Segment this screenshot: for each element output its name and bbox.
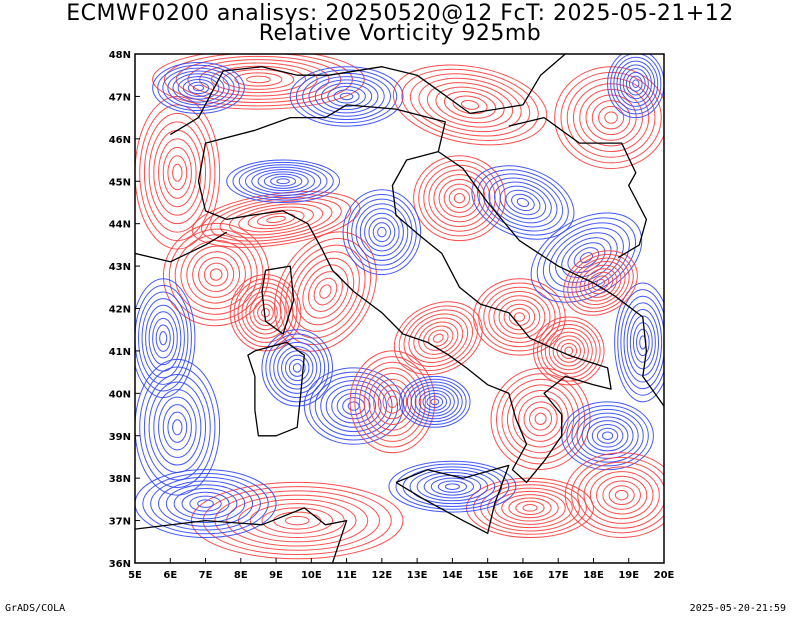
lat-tick-label: 40N bbox=[109, 389, 131, 400]
negative-vorticity-contours bbox=[226, 159, 341, 203]
coastline-borders bbox=[135, 54, 664, 563]
lon-tick-label: 11E bbox=[336, 570, 357, 581]
lon-tick-label: 13E bbox=[407, 570, 428, 581]
lon-tick-label: 6E bbox=[163, 570, 177, 581]
lat-tick-label: 41N bbox=[109, 347, 131, 358]
lon-tick-label: 10E bbox=[301, 570, 322, 581]
negative-vorticity-contours bbox=[399, 375, 471, 428]
coastline-outline bbox=[437, 151, 664, 407]
lat-tick-label: 47N bbox=[109, 92, 131, 103]
positive-vorticity-contours bbox=[533, 316, 605, 386]
coastline-outline bbox=[261, 265, 295, 335]
coastline-outline bbox=[135, 231, 228, 263]
lon-tick-label: 7E bbox=[199, 570, 213, 581]
negative-vorticity-contours bbox=[289, 66, 404, 127]
positive-vorticity-contours bbox=[162, 222, 270, 327]
lat-tick-label: 48N bbox=[109, 50, 131, 61]
negative-vorticity-contours bbox=[135, 358, 221, 496]
map-title-line-1: ECMWF0200 analisys: 20250520@12 FcT: 202… bbox=[66, 1, 734, 26]
positive-vorticity-contours bbox=[563, 250, 638, 316]
lon-tick-label: 18E bbox=[583, 570, 604, 581]
positive-vorticity-contours bbox=[190, 481, 404, 560]
lon-tick-label: 19E bbox=[618, 570, 639, 581]
lon-tick-label: 14E bbox=[442, 570, 463, 581]
lat-tick-label: 39N bbox=[109, 432, 131, 443]
positive-vorticity-contours bbox=[564, 452, 664, 539]
vorticity-contour-field bbox=[135, 54, 664, 563]
negative-vorticity-contours bbox=[614, 282, 664, 403]
lat-tick-label: 44N bbox=[109, 220, 131, 231]
lat-tick-label: 36N bbox=[109, 559, 131, 570]
lon-tick-label: 8E bbox=[234, 570, 248, 581]
coastline-outline bbox=[135, 507, 348, 563]
positive-vorticity-contours bbox=[274, 231, 377, 352]
positive-vorticity-contours bbox=[191, 191, 361, 248]
positive-vorticity-contours bbox=[393, 301, 483, 376]
lon-tick-label: 17E bbox=[548, 570, 569, 581]
lon-tick-label: 15E bbox=[477, 570, 498, 581]
coastline-outline bbox=[197, 104, 612, 484]
lat-tick-label: 42N bbox=[109, 305, 131, 316]
positive-vorticity-contours bbox=[392, 64, 548, 146]
coastline-outline bbox=[395, 464, 510, 534]
negative-vorticity-contours bbox=[388, 460, 517, 513]
negative-vorticity-contours bbox=[135, 469, 277, 539]
lat-tick-label: 46N bbox=[109, 135, 131, 146]
coastline-outline bbox=[247, 341, 305, 437]
lon-tick-label: 20E bbox=[654, 570, 675, 581]
negative-vorticity-contours bbox=[342, 189, 422, 276]
negative-vorticity-contours bbox=[261, 329, 333, 407]
lon-tick-label: 16E bbox=[513, 570, 534, 581]
negative-vorticity-contours bbox=[471, 165, 575, 240]
lon-tick-label: 5E bbox=[128, 570, 142, 581]
footer-software-label: GrADS/COLA bbox=[5, 603, 66, 614]
map-axes: 5E 6E 7E 8E 9E 10E 11E 12E 13E 14E 15E 16E 17E 18E 19E… bbox=[109, 50, 675, 581]
positive-vorticity-contours bbox=[413, 155, 506, 242]
lon-tick-label: 9E bbox=[269, 570, 283, 581]
lat-tick-label: 37N bbox=[109, 517, 131, 528]
lat-tick-label: 38N bbox=[109, 474, 131, 485]
lat-tick-label: 45N bbox=[109, 177, 131, 188]
coastline-outline bbox=[508, 116, 648, 259]
positive-vorticity-contours bbox=[490, 367, 591, 471]
map-title-line-2: Relative Vorticity 925mb bbox=[258, 21, 542, 46]
negative-vorticity-contours bbox=[607, 54, 664, 119]
negative-vorticity-contours bbox=[530, 212, 643, 303]
lat-tick-label: 43N bbox=[109, 262, 131, 273]
footer-timestamp: 2025-05-20-21:59 bbox=[689, 603, 786, 614]
negative-vorticity-contours bbox=[152, 61, 245, 114]
lon-tick-label: 12E bbox=[371, 570, 392, 581]
coastline-outline bbox=[169, 54, 566, 136]
